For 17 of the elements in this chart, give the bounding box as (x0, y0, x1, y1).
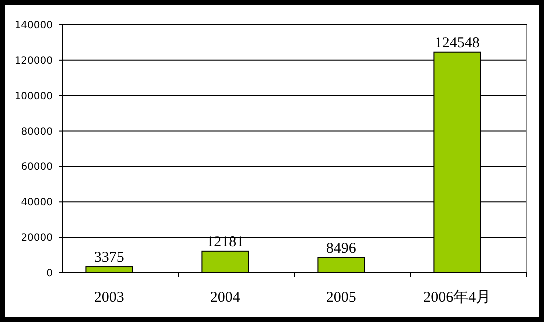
y-tick-label: 140000 (14, 20, 53, 32)
data-label: 8496 (326, 240, 357, 257)
x-tick-label: 2005 (326, 290, 356, 306)
y-tick-label: 20000 (21, 233, 53, 244)
y-tick-label: 120000 (14, 56, 53, 67)
y-tick-label: 80000 (21, 126, 53, 138)
x-tick-label: 2003 (94, 290, 124, 306)
y-tick-label: 60000 (21, 162, 53, 174)
data-label: 3375 (94, 250, 124, 266)
x-tick-label: 2006年4月 (424, 289, 492, 306)
data-label: 124548 (434, 35, 480, 52)
y-tick-label: 40000 (21, 198, 53, 209)
x-tick-label: 2004 (210, 290, 241, 306)
bar (318, 257, 366, 274)
y-tick-label: 100000 (14, 91, 53, 102)
y-tick-label: 0 (46, 268, 53, 280)
bar (202, 250, 250, 274)
